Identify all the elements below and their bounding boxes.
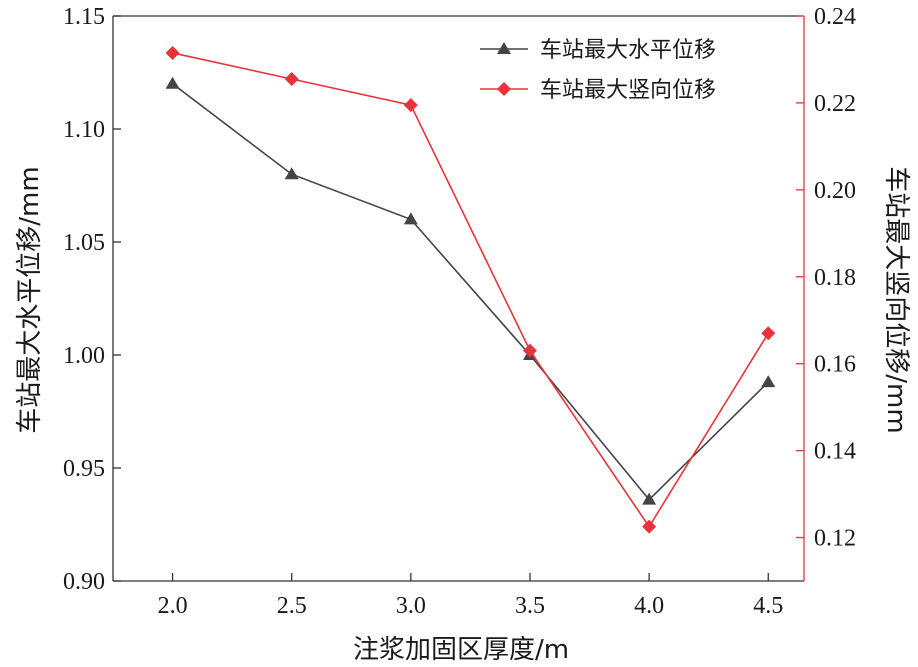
plot-frame [112,15,805,582]
series-1-triangle-point [761,375,776,388]
series-1-triangle-point [642,492,657,505]
y-left-tick-label: 1.00 [63,343,105,369]
y-left-tick-label: 1.15 [63,4,105,30]
y-left-tick-label: 1.05 [63,230,105,256]
series-2-diamond-point [403,98,418,113]
series-1-triangle-point [284,167,299,180]
x-tick-label: 4.0 [634,593,664,619]
series-2-diamond-point [165,45,180,60]
series-1-line [172,83,769,501]
y-right-tick-label: 0.14 [814,439,856,465]
x-axis: 2.0 2.5 3.0 3.5 4.0 4.5 [158,573,783,619]
y-right-tick-label: 0.20 [814,178,856,204]
series-2-diamond-point [761,326,776,341]
series-2-diamond-point [284,72,299,87]
y-left-tick-label: 0.95 [63,456,105,482]
legend-swatch-triangle-marker [497,42,511,54]
y-left-axis-title: 车站最大水平位移/mm [15,166,45,433]
y-right-tick-label: 0.12 [814,526,856,552]
y-right-axis-title: 车站最大竖向位移/mm [881,166,911,433]
x-tick-label: 2.5 [277,593,307,619]
x-tick-label: 2.0 [158,593,188,619]
series-2-diamond-point [642,519,657,534]
x-tick-label: 3.0 [396,593,426,619]
y-right-tick-label: 0.24 [814,4,856,30]
y-right-axis: 0.12 0.14 0.16 0.18 0.20 0.22 0.24 [796,4,856,552]
legend-label-horizontal: 车站最大水平位移 [540,38,716,63]
x-axis-title: 注浆加固区厚度/m [353,635,569,665]
series-2-line [172,52,769,529]
legend: 车站最大水平位移 车站最大竖向位移 [480,38,716,103]
series-1-triangle-point [165,76,180,89]
y-right-tick-label: 0.22 [814,91,856,117]
y-right-tick-label: 0.16 [814,352,856,378]
series-2-diamond-point [522,343,537,358]
y-left-axis: 0.90 0.95 1.00 1.05 1.10 1.15 [63,4,121,595]
x-tick-label: 3.5 [515,593,545,619]
y-right-tick-label: 0.18 [814,265,856,291]
y-left-tick-label: 1.10 [63,117,105,143]
series-1-triangle-point [403,212,418,225]
y-left-tick-label: 0.90 [63,569,105,595]
x-tick-label: 4.5 [753,593,783,619]
legend-swatch-diamond-marker [497,82,511,96]
series-layer [165,45,776,534]
legend-label-vertical: 车站最大竖向位移 [540,78,716,103]
